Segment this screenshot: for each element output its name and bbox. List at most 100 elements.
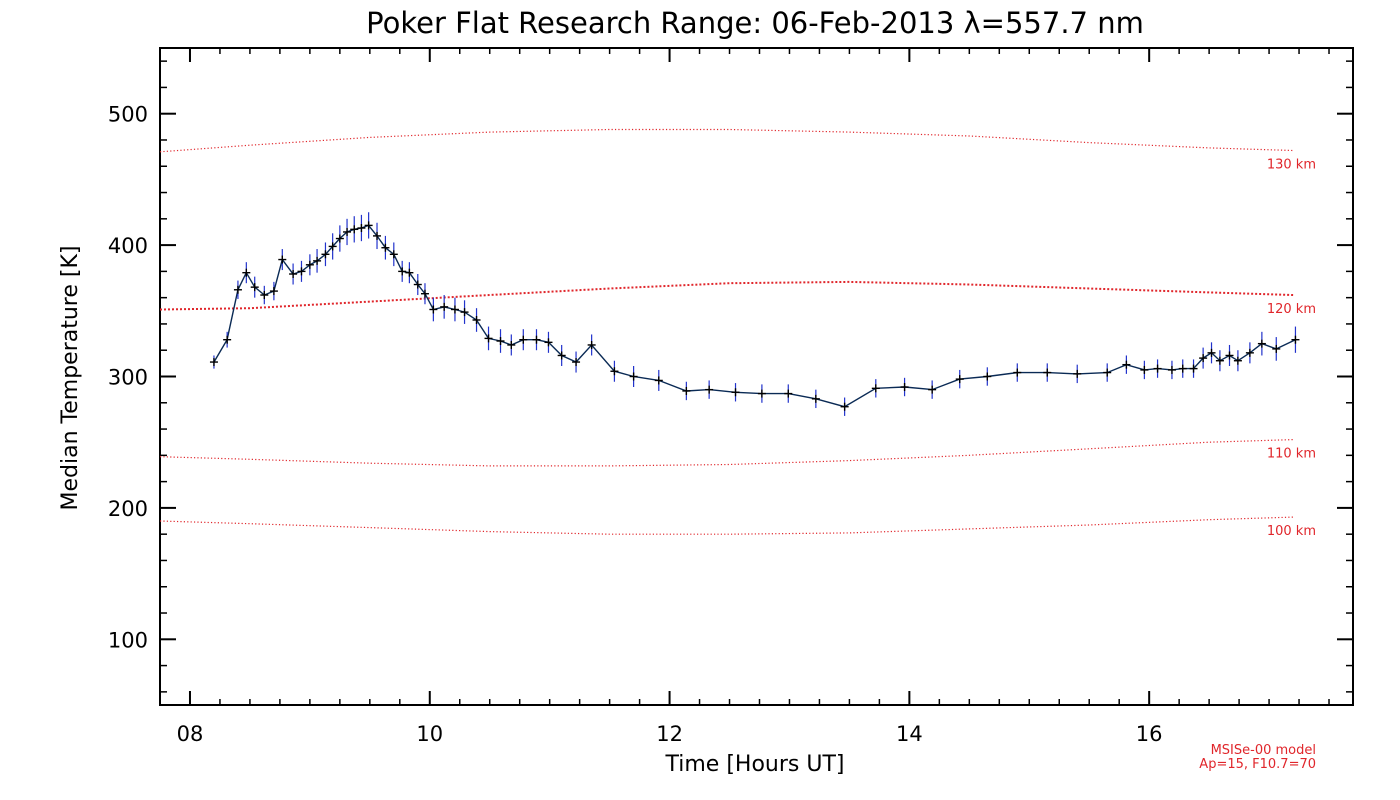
data-point xyxy=(1199,354,1208,363)
data-point xyxy=(250,283,259,292)
data-point xyxy=(389,250,398,259)
x-tick-label: 08 xyxy=(177,722,204,746)
data-point xyxy=(955,375,964,384)
model-curve-label: 100 km xyxy=(1267,524,1316,539)
data-point xyxy=(610,367,619,376)
y-tick-label: 200 xyxy=(108,497,148,521)
x-axis-label: Time [Hours UT] xyxy=(665,752,845,777)
model-curve-label: 130 km xyxy=(1267,157,1316,172)
data-point xyxy=(629,372,638,381)
model-annotation-params: Ap=15, F10.7=70 xyxy=(1199,757,1316,772)
temperature-line xyxy=(213,224,1296,408)
data-point xyxy=(572,358,581,367)
data-point xyxy=(1167,365,1176,374)
data-point xyxy=(871,384,880,393)
data-point xyxy=(357,224,366,233)
data-point xyxy=(757,389,766,398)
data-point xyxy=(983,372,992,381)
model-curve-120-km xyxy=(159,280,1294,311)
model-curve-110-km xyxy=(159,439,1294,467)
data-point xyxy=(1073,369,1082,378)
data-point xyxy=(784,389,793,398)
data-point xyxy=(1178,364,1187,373)
data-point xyxy=(1272,344,1281,353)
y-axis-label: Median Temperature [K] xyxy=(58,246,83,511)
y-tick-label: 300 xyxy=(108,366,148,390)
data-point xyxy=(557,351,566,360)
model-curve-label: 120 km xyxy=(1267,302,1316,317)
data-point xyxy=(335,234,344,243)
data-point xyxy=(1291,335,1300,344)
data-point xyxy=(364,221,373,230)
data-point xyxy=(1140,365,1149,374)
data-point xyxy=(1103,368,1112,377)
data-point xyxy=(321,250,330,259)
plot-frame xyxy=(159,47,1354,706)
y-tick-label: 400 xyxy=(108,234,148,258)
data-point xyxy=(900,383,909,392)
data-point xyxy=(420,289,429,298)
data-point xyxy=(305,260,314,269)
data-point xyxy=(233,285,242,294)
data-point xyxy=(1153,364,1162,373)
data-point xyxy=(460,308,469,317)
data-point xyxy=(496,337,505,346)
data-point xyxy=(373,231,382,240)
plot-border xyxy=(159,47,1354,706)
data-point xyxy=(313,256,322,265)
data-point xyxy=(297,267,306,276)
data-point xyxy=(1225,351,1234,360)
data-point xyxy=(682,386,691,395)
data-point xyxy=(544,338,553,347)
x-axis: 08 10 12 14 16 xyxy=(177,48,1163,746)
model-curve-130-km xyxy=(159,128,1294,153)
y-tick-label: 100 xyxy=(108,628,148,652)
data-point xyxy=(260,291,269,300)
x-tick-label: 12 xyxy=(656,722,683,746)
data-point xyxy=(1233,356,1242,365)
data-point xyxy=(1257,339,1266,348)
data-point xyxy=(350,225,359,234)
chart-title: Poker Flat Research Range: 06-Feb-2013 λ… xyxy=(366,6,1144,40)
x-tick-label: 10 xyxy=(416,722,443,746)
minor-ticks xyxy=(160,48,1353,705)
data-point xyxy=(381,243,390,252)
data-point xyxy=(840,402,849,411)
data-point xyxy=(532,335,541,344)
data-point xyxy=(484,334,493,343)
data-point xyxy=(413,280,422,289)
data-point xyxy=(450,305,459,314)
model-annotation-name: MSISe-00 model xyxy=(1211,743,1316,758)
data-point xyxy=(1013,368,1022,377)
data-point xyxy=(1189,364,1198,373)
data-point xyxy=(278,255,287,264)
data-point xyxy=(223,335,232,344)
y-tick-label: 500 xyxy=(108,103,148,127)
data-point xyxy=(242,268,251,277)
data-point xyxy=(1245,348,1254,357)
data-series xyxy=(209,212,1300,416)
data-point xyxy=(1215,356,1224,365)
data-point xyxy=(507,340,516,349)
data-point xyxy=(405,268,414,277)
data-point xyxy=(328,242,337,251)
data-point xyxy=(705,385,714,394)
model-curve-100-km xyxy=(159,516,1294,535)
data-point xyxy=(519,335,528,344)
data-point xyxy=(343,227,352,236)
model-curves: 130 km 120 km 110 km 100 km xyxy=(159,128,1316,539)
data-point xyxy=(654,376,663,385)
data-point xyxy=(209,358,218,367)
data-point xyxy=(440,302,449,311)
data-point xyxy=(587,340,596,349)
data-point xyxy=(1122,360,1131,369)
data-point xyxy=(398,267,407,276)
data-point xyxy=(1207,348,1216,357)
x-tick-label: 14 xyxy=(896,722,923,746)
data-point xyxy=(429,305,438,314)
data-point xyxy=(811,394,820,403)
data-point xyxy=(269,287,278,296)
x-tick-label: 16 xyxy=(1136,722,1163,746)
data-point xyxy=(731,388,740,397)
